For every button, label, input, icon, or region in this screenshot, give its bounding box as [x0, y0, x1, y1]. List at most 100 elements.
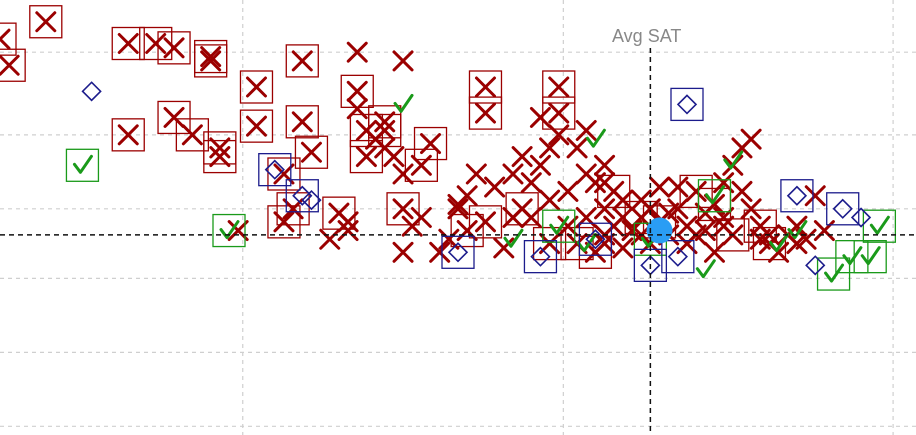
point-accepted: [853, 239, 887, 274]
point-accepted: [212, 213, 246, 248]
point-waitlisted: [258, 152, 292, 187]
point-rejected: [456, 185, 478, 207]
point-rejected: [703, 241, 725, 263]
point-rejected: [493, 237, 515, 259]
point-accepted: [787, 220, 808, 240]
point-rejected: [319, 228, 341, 250]
point-rejected: [368, 105, 402, 139]
point-rejected: [386, 192, 420, 226]
point-rejected: [111, 26, 145, 61]
point-rejected: [594, 198, 616, 220]
point-rejected: [557, 180, 579, 202]
point-rejected: [566, 137, 588, 159]
point-accepted: [697, 179, 732, 213]
reference-lines: [0, 48, 916, 435]
point-rejected: [0, 22, 17, 56]
point-rejected: [740, 198, 762, 220]
point-rejected: [532, 226, 567, 261]
applicant-point: [646, 217, 673, 244]
point-rejected: [542, 70, 576, 104]
point-waitlisted: [441, 235, 475, 269]
point-accepted: [695, 259, 716, 279]
point-waitlisted: [661, 239, 695, 274]
point-rejected: [239, 70, 274, 104]
point-waitlisted: [805, 255, 826, 276]
point-rejected: [594, 154, 616, 176]
point-rejected: [392, 50, 414, 72]
point-rejected: [502, 163, 524, 185]
point-rejected: [575, 120, 597, 141]
point-rejected: [649, 176, 671, 198]
point-rejected: [175, 118, 210, 152]
point-rejected: [157, 31, 191, 65]
point-accepted: [576, 233, 597, 253]
point-accepted: [862, 209, 897, 243]
point-rejected: [337, 220, 359, 242]
point-rejected: [539, 137, 561, 159]
point-rejected: [465, 163, 487, 185]
point-rejected: [612, 207, 634, 228]
point-accepted: [503, 228, 524, 248]
point-waitlisted: [670, 87, 704, 122]
avg-sat-label: Avg SAT: [612, 26, 682, 46]
point-rejected: [795, 228, 817, 250]
point-rejected: [529, 106, 551, 128]
point-rejected: [713, 172, 735, 194]
point-accepted: [65, 148, 100, 182]
point-rejected: [413, 126, 448, 161]
point-rejected: [157, 100, 191, 135]
point-rejected: [804, 185, 826, 207]
point-rejected: [594, 233, 616, 255]
point-rejected: [429, 241, 451, 263]
point-rejected: [438, 228, 460, 250]
point-rejected: [111, 118, 145, 152]
point-waitlisted: [850, 207, 872, 228]
point-rejected: [139, 26, 173, 61]
point-rejected: [612, 189, 634, 211]
point-waitlisted: [81, 81, 102, 102]
point-accepted: [816, 257, 851, 291]
point-rejected: [349, 139, 384, 174]
point-rejected: [468, 205, 503, 239]
point-rejected: [612, 237, 634, 259]
point-accepted: [542, 209, 576, 243]
point-rejected: [276, 192, 310, 226]
point-rejected: [0, 48, 26, 82]
point-rejected: [557, 215, 579, 237]
point-rejected: [294, 135, 329, 169]
point-rejected: [511, 146, 533, 168]
point-rejected: [584, 172, 606, 194]
point-waitlisted: [285, 179, 319, 213]
point-accepted: [835, 239, 869, 274]
point-rejected: [227, 220, 249, 242]
point-rejected: [285, 105, 319, 139]
point-waitlisted: [826, 192, 860, 226]
point-rejected: [667, 198, 689, 220]
point-rejected: [468, 96, 503, 130]
point-rejected: [337, 211, 359, 233]
point-waitlisted: [780, 179, 814, 213]
point-accepted: [769, 233, 790, 253]
point-rejected: [346, 41, 368, 63]
point-rejected: [639, 198, 661, 220]
point-rejected: [731, 180, 753, 202]
point-rejected: [392, 163, 414, 185]
point-rejected: [484, 176, 506, 198]
point-rejected: [340, 74, 374, 108]
point-waitlisted: [578, 222, 613, 256]
point-rejected: [392, 241, 414, 263]
point-rejected: [520, 207, 542, 228]
point-rejected: [740, 128, 762, 150]
point-rejected: [539, 189, 561, 211]
point-rejected: [520, 172, 542, 194]
point-rejected: [285, 44, 319, 78]
data-points: [0, 5, 897, 291]
point-accepted: [585, 128, 606, 148]
point-rejected: [383, 146, 405, 168]
point-rejected: [239, 109, 274, 143]
point-rejected: [203, 131, 237, 165]
point-rejected: [542, 96, 576, 130]
point-rejected: [29, 5, 63, 39]
